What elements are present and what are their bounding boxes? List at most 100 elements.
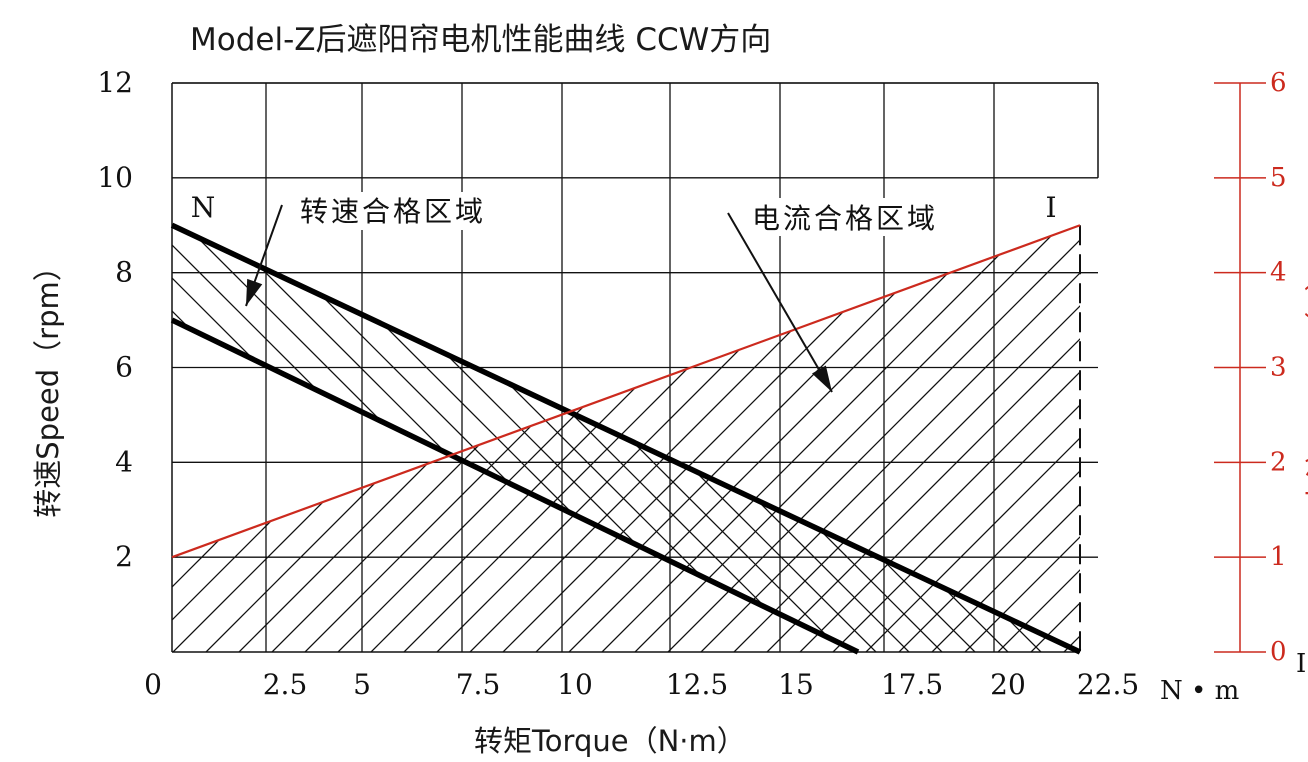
annotation-bg — [748, 198, 958, 236]
hatch-line — [172, 225, 562, 652]
hatch-line — [172, 225, 430, 652]
hatch-line — [1015, 225, 1080, 652]
hatch-line — [172, 225, 529, 652]
hatch-line — [1082, 0, 1308, 700]
hatch-line — [172, 225, 298, 652]
hatch-line — [1015, 225, 1080, 652]
hatch-line — [172, 225, 298, 652]
hatch-line — [172, 225, 562, 652]
hatch-line — [520, 225, 1080, 652]
hatch-line — [1280, 0, 1308, 700]
hatch-line — [751, 225, 1080, 652]
x-tick-label: 20 — [990, 668, 1026, 701]
hatch-line — [1181, 0, 1308, 700]
hatch-line — [652, 225, 1080, 652]
hatch-line — [454, 225, 1080, 652]
hatch-line — [172, 225, 364, 652]
hatch-line — [0, 0, 33, 700]
hatch-line — [850, 225, 1080, 652]
annotation-bg — [188, 190, 218, 224]
hatch-line — [172, 225, 694, 652]
x-unit-label: N • m — [1160, 676, 1239, 706]
hatch-line — [172, 225, 331, 652]
hatch-line — [172, 225, 595, 652]
hatch-line — [949, 225, 1080, 652]
hatch-line — [0, 0, 132, 700]
annotation-bg — [295, 192, 507, 230]
x-tick-label: 15 — [778, 668, 814, 701]
hatch-line — [1048, 225, 1080, 652]
hatch-line — [172, 225, 760, 652]
hatch-line — [1148, 0, 1308, 700]
hatch-line — [172, 225, 199, 652]
hatch-line — [172, 225, 628, 652]
hatch-line — [1148, 0, 1308, 700]
hatch-line — [172, 225, 661, 652]
hatch-line — [751, 225, 1080, 652]
hatch-line — [172, 225, 364, 652]
hatch-line — [586, 225, 1080, 652]
x-axis-title: 转矩Torque（N·m） — [474, 724, 746, 758]
x-tick-label: 2.5 — [263, 668, 308, 701]
y-tick-label: 6 — [115, 351, 133, 384]
hatch-line — [1247, 0, 1308, 700]
hatch-line — [1115, 0, 1308, 700]
y-tick-label: 10 — [97, 161, 133, 194]
speed-region-arrow-head — [246, 278, 263, 306]
hatch-line — [172, 225, 331, 652]
y2-tick-label: 3 — [1270, 353, 1287, 383]
hatch-line — [1214, 0, 1308, 700]
hatch-line — [652, 225, 1080, 652]
y2-tick-label: 4 — [1270, 258, 1287, 288]
hatch-line — [0, 0, 66, 700]
hatch-line — [817, 225, 1080, 652]
y2-tick-label: 6 — [1270, 68, 1287, 98]
y-tick-label: 2 — [115, 540, 133, 573]
hatch-line — [1048, 225, 1080, 652]
x-tick-label: 10 — [557, 668, 593, 701]
hatch-line — [172, 225, 496, 652]
y2-tick-label: 5 — [1270, 163, 1287, 193]
current-region-hatch — [0, 0, 1308, 700]
hatch-line — [172, 225, 199, 652]
x-tick-label: 0 — [144, 668, 162, 701]
annotation-n: N — [191, 191, 216, 224]
hatch-line — [1214, 0, 1308, 700]
hatch-line — [172, 225, 529, 652]
hatch-line — [685, 225, 1080, 652]
hatch-line — [1181, 0, 1308, 700]
hatch-line — [0, 0, 99, 700]
hatch-line — [0, 0, 165, 700]
hatch-line — [619, 225, 1080, 652]
hatch-line — [685, 225, 1080, 652]
x-tick-label: 22.5 — [1077, 668, 1139, 701]
hatch-line — [0, 0, 66, 700]
hatch-line — [883, 225, 1080, 652]
annotation-bg — [1038, 192, 1066, 224]
hatch-line — [0, 0, 165, 700]
hatch-line — [172, 225, 496, 652]
hatch-line — [172, 225, 397, 652]
hatch-line — [1115, 0, 1308, 700]
hatch-line — [172, 225, 397, 652]
hatch-line — [487, 225, 1080, 652]
hatch-line — [982, 225, 1080, 652]
current-region-arrow-head — [812, 365, 832, 392]
hatch-line — [1280, 0, 1308, 700]
speed-lower-line — [170, 317, 860, 655]
hatch-line — [172, 225, 628, 652]
annotation-current-region: 电流合格区域 — [752, 202, 938, 235]
hatch-line — [0, 0, 132, 700]
x-tick-label: 17.5 — [881, 668, 943, 701]
hatch-line — [982, 225, 1080, 652]
hatch-line — [1247, 0, 1308, 700]
y-tick-label: 4 — [115, 445, 133, 478]
hatch-line — [0, 0, 99, 700]
hatch-line — [916, 225, 1080, 652]
x-tick-label: 12.5 — [666, 668, 728, 701]
hatch-line — [817, 225, 1080, 652]
hatch-line — [0, 0, 33, 700]
x-tick-label: 7.5 — [456, 668, 501, 701]
